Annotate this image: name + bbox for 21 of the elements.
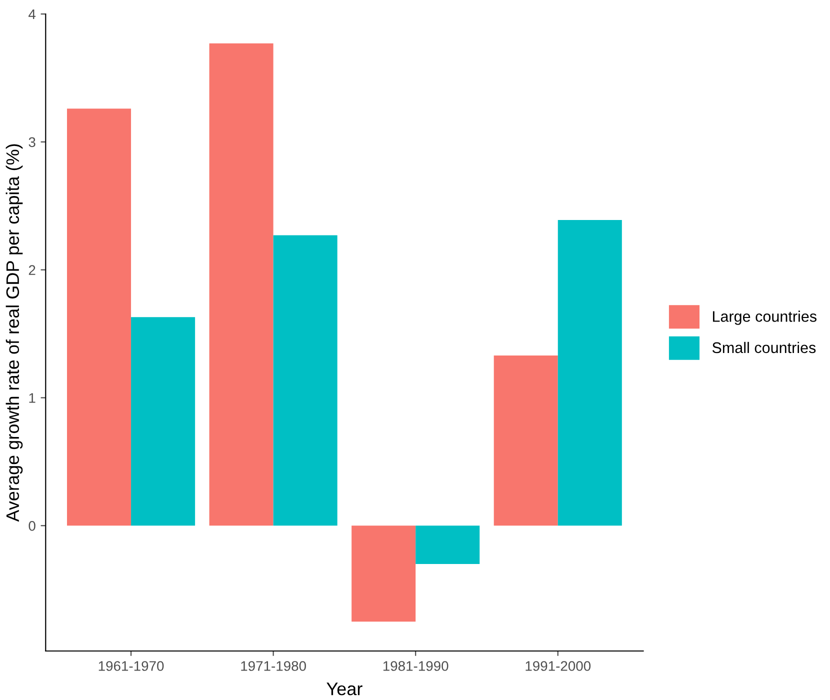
y-tick-label: 4: [28, 9, 36, 20]
bar: [66, 108, 132, 526]
bar: [209, 43, 274, 526]
x-tick-label: 1991-2000: [526, 661, 591, 671]
bar: [273, 235, 338, 526]
y-axis-title: Average growth rate of real GDP per capita (%): [6, 144, 23, 522]
x-axis-title: Year: [326, 682, 362, 696]
bar: [558, 220, 622, 526]
y-tick-label: 3: [28, 137, 36, 148]
x-tick-label: 1961-1970: [98, 661, 164, 671]
x-tick-label: 1981-1990: [383, 661, 448, 671]
y-tick-label: 1: [29, 393, 36, 403]
x-tick-label: 1971-1980: [241, 661, 306, 671]
legend-label: Small countries: [712, 342, 816, 354]
bar: [352, 526, 416, 622]
y-tick-label: 0: [28, 520, 36, 531]
bar: [131, 317, 196, 526]
legend-label: Large countries: [712, 310, 816, 325]
bar: [494, 356, 558, 526]
bar: [416, 526, 480, 564]
y-tick-label: 2: [28, 265, 36, 275]
